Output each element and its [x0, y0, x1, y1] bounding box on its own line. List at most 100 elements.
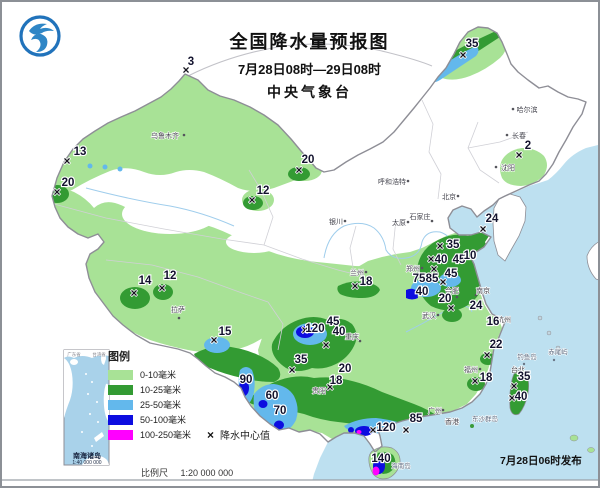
precip-center-value: 60 — [266, 390, 279, 402]
precip-center-value: 2 — [525, 140, 531, 152]
precip-center-value: 120 — [376, 422, 395, 434]
city-label: 北京 — [442, 192, 456, 201]
dongsha-island — [470, 424, 474, 428]
city-label: 兰州 — [350, 268, 364, 277]
map-scale: 比例尺 1:20 000 000 — [141, 466, 233, 479]
map-period: 7月28日08时—29日08时 — [237, 62, 382, 77]
city-dot — [441, 408, 445, 412]
precip-center-value: 140 — [371, 453, 390, 465]
city-label: 拉萨 — [171, 305, 185, 314]
cma-logo-icon — [19, 15, 61, 57]
precip-center-value: 35 — [295, 354, 308, 366]
precip-center-value: 10 — [464, 250, 477, 262]
precip-center-value: 14 — [139, 275, 152, 287]
precip-center-x-icon: × — [158, 281, 165, 295]
island-label: 赤尾屿 — [548, 347, 568, 356]
legend-item: 10-25毫米 — [108, 382, 270, 397]
inset-islands — [64, 350, 109, 465]
legend-swatch — [108, 369, 133, 380]
legend-swatch — [108, 414, 133, 425]
city-label: 南京 — [476, 286, 490, 295]
inset-region-label: 广东省 — [67, 351, 81, 358]
city-label: 重庆 — [345, 332, 359, 341]
legend-item: 0-10毫米 — [108, 367, 270, 382]
precip-center-x-icon: × — [182, 63, 189, 77]
precip-center-x-icon: × — [53, 185, 60, 199]
city-dot — [494, 165, 498, 169]
precip-center-value: 35 — [466, 38, 479, 50]
precip-center-x-icon: × — [63, 154, 70, 168]
precip-center-value: 13 — [74, 146, 87, 158]
island-label: 东沙群岛 — [472, 414, 498, 423]
legend-item-label: 25-50毫米 — [140, 400, 182, 410]
china-border — [51, 26, 587, 453]
precip-markers-layer: ×3×13×20×20×12×35×2×14 ×12×15× 18× 35× 40 451… — [53, 37, 533, 466]
legend-item: 100-250毫米 × 降水中心值 — [108, 427, 270, 442]
precip-center-value: 90 — [240, 374, 253, 386]
city-label: 台北 — [511, 365, 525, 374]
city-dot — [474, 293, 478, 297]
city-label: 太原 — [392, 218, 406, 227]
precip-center-x-icon: × — [515, 148, 522, 162]
precip-center-x-icon: × — [322, 338, 329, 352]
city-label: 香港 — [445, 417, 459, 426]
city-label: 福州 — [464, 365, 478, 374]
precip-center-x-icon: × — [447, 301, 454, 315]
luzon-islets — [569, 434, 595, 453]
precip-center-value: 40 — [435, 254, 448, 266]
city-label: 郑州 — [406, 265, 420, 273]
precip-center-value: 24 — [486, 213, 499, 225]
precip-center-x-icon: × — [207, 427, 215, 442]
city-label: 广州 — [428, 406, 442, 415]
city-dot — [420, 266, 424, 270]
precip-center-value: 85 — [410, 413, 423, 425]
precip-center-value: 20 — [339, 363, 352, 375]
city-label: 呼和浩特 — [378, 177, 406, 186]
precip-center-x-icon: × — [301, 323, 308, 337]
precip-center-value: 20 — [302, 154, 315, 166]
bottom-margin — [2, 480, 598, 486]
precip-center-value: 20 — [439, 293, 452, 305]
precip-center-value: 16 — [487, 316, 500, 328]
precip-center-x-icon: × — [439, 275, 446, 289]
city-dot — [495, 322, 499, 326]
precip-center-value: 40 — [333, 326, 346, 338]
korea-peninsula — [492, 193, 527, 262]
precip-center-x-icon: × — [288, 363, 295, 377]
inset-title: 南海诸岛 — [73, 451, 101, 460]
precip-center-value: 45 — [453, 254, 466, 266]
precip-center-x-icon: × — [427, 252, 434, 266]
precip-center-x-icon: × — [248, 193, 255, 207]
city-dot — [436, 313, 440, 317]
province-borders — [53, 99, 529, 351]
city-dot — [505, 133, 509, 137]
precip-center-x-icon: × — [210, 333, 217, 347]
city-dot — [444, 419, 448, 423]
city-label: 武汉 — [422, 311, 436, 320]
precip-center-value: 18 — [480, 372, 493, 384]
precip-center-value: 15 — [219, 326, 232, 338]
precip-center-value: 85 — [426, 273, 439, 285]
precip-center-value: 12 — [164, 270, 177, 282]
inset-region-label: 台湾省 — [92, 351, 106, 358]
title-block: 全国降水量预报图 7月28日08时—29日08时 中央气象台 — [152, 28, 467, 102]
city-dot — [430, 219, 434, 223]
city-dot — [326, 388, 330, 392]
city-dot — [478, 367, 482, 371]
precip-center-value: 3 — [188, 56, 194, 68]
legend-swatch — [108, 384, 133, 395]
precip-center-x-icon: × — [436, 239, 443, 253]
city-label: 贵阳 — [312, 386, 326, 395]
city-label: 石家庄 — [410, 212, 431, 221]
legend-title: 图例 — [108, 351, 130, 363]
legend-item: 50-100毫米 — [108, 412, 270, 427]
legend-item-label: 0-10毫米 — [140, 370, 177, 380]
precip-center-value: 75 — [413, 273, 426, 285]
precip-center-value: 40 — [515, 391, 528, 403]
rain-100-250-areas — [356, 430, 362, 434]
